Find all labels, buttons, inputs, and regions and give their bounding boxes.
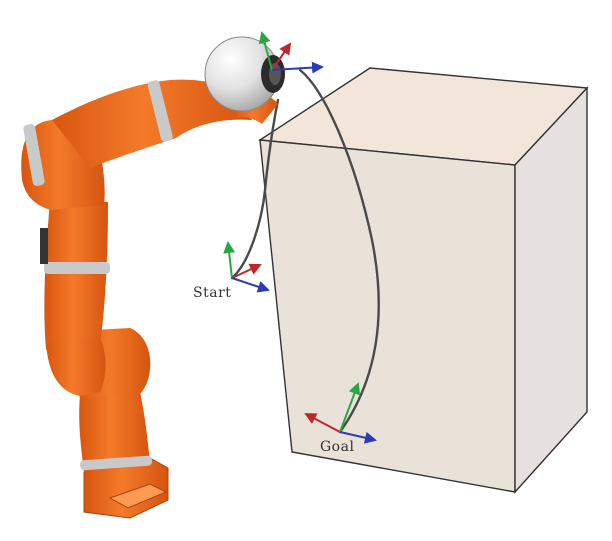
robot-band-4 (23, 124, 45, 186)
box-obstacle (257, 67, 589, 494)
robot-base-top (108, 483, 168, 509)
robot-link-3 (44, 200, 108, 350)
robot-lower-joint (46, 338, 106, 396)
end-effector-axis-y (258, 31, 273, 71)
end-effector-axis-x (271, 42, 292, 71)
goal-axis-z (339, 431, 377, 444)
start-axis-x (231, 263, 262, 279)
robot-link-5 (52, 79, 252, 168)
start-axis-z (231, 277, 270, 293)
goal-label: Goal (320, 439, 355, 455)
start-axis-y (223, 241, 236, 279)
robot-band-5 (147, 80, 173, 142)
goal-axis-x (304, 413, 341, 433)
frame-end-effector (258, 31, 324, 74)
robot-band-1 (80, 455, 152, 471)
robot-band-3 (44, 262, 110, 274)
box-side-face (514, 86, 588, 494)
trajectory-main-curve (298, 68, 381, 434)
goal-axis-y (339, 382, 361, 433)
end-effector-axis-z (271, 61, 324, 74)
frame-goal (304, 382, 377, 444)
start-label: Start (193, 285, 232, 301)
robot-arm (21, 79, 278, 519)
trajectory (230, 68, 381, 434)
trajectory-start-segment (230, 98, 280, 280)
robot-link-1 (79, 392, 150, 472)
box-front-face (259, 139, 516, 493)
frame-start (223, 241, 270, 293)
robot-side-vent (40, 228, 48, 264)
